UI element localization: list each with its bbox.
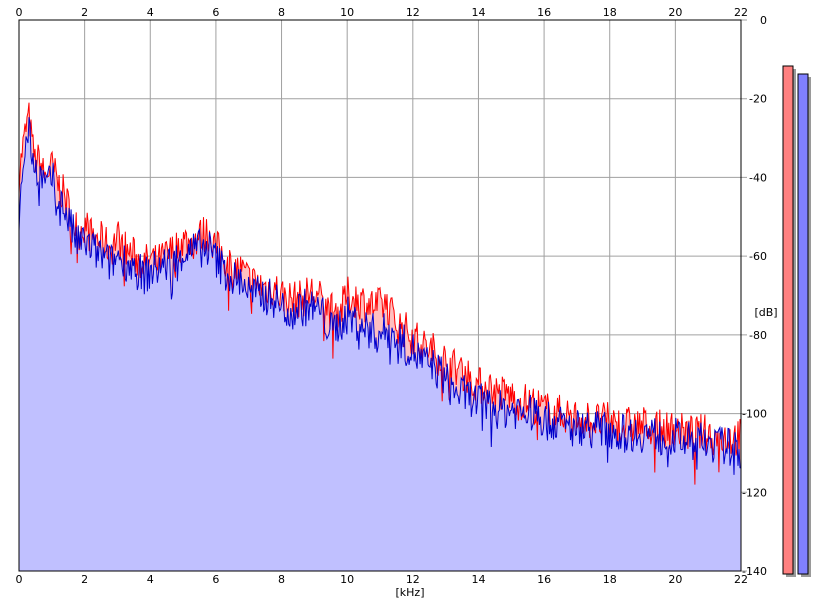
y-axis-label: [dB]: [754, 306, 777, 319]
spectrum-line-1: [18, 117, 742, 475]
y-tick-4: -80: [749, 329, 767, 342]
x-tick-top-6: 12: [406, 6, 420, 19]
x-tick-bottom-0: 0: [16, 573, 23, 586]
x-tick-top-2: 4: [147, 6, 154, 19]
y-ticks: 0 -20 -40 -60 -80 -100 -120 -140: [742, 14, 767, 578]
plot-frame: [18, 19, 742, 572]
x-tick-top-1: 2: [81, 6, 88, 19]
y-tick-7: -140: [742, 565, 767, 578]
x-tick-top-11: 22: [734, 6, 748, 19]
x-axis-label: [kHz]: [396, 586, 425, 599]
x-tick-bottom-4: 8: [278, 573, 285, 586]
x-tick-bottom-11: 22: [734, 573, 748, 586]
x-tick-top-0: 0: [16, 6, 23, 19]
y-tick-1: -20: [749, 93, 767, 106]
y-tick-2: -40: [749, 171, 767, 184]
level-meters: [782, 65, 811, 577]
y-tick-6: -120: [742, 486, 767, 499]
x-tick-top-8: 16: [537, 6, 551, 19]
x-tick-bottom-8: 16: [537, 573, 551, 586]
x-tick-bottom-2: 4: [147, 573, 154, 586]
x-tick-bottom-1: 2: [81, 573, 88, 586]
x-tick-top-7: 14: [471, 6, 485, 19]
level-meter-0: [782, 65, 794, 575]
x-tick-bottom-3: 6: [212, 573, 219, 586]
x-tick-bottom-10: 20: [668, 573, 682, 586]
y-tick-0: 0: [760, 14, 767, 27]
x-tick-top-4: 8: [278, 6, 285, 19]
x-tick-top-5: 10: [340, 6, 354, 19]
y-tick-3: -60: [749, 250, 767, 263]
x-ticks-top: 0 2 4 6 8 10 12 14 16 18 20 22: [16, 6, 749, 19]
x-tick-top-10: 20: [668, 6, 682, 19]
x-tick-bottom-9: 18: [603, 573, 617, 586]
x-tick-bottom-5: 10: [340, 573, 354, 586]
x-tick-top-9: 18: [603, 6, 617, 19]
x-tick-bottom-7: 14: [471, 573, 485, 586]
spectrum-lines: [18, 102, 742, 485]
y-tick-5: -100: [742, 408, 767, 421]
x-tick-bottom-6: 12: [406, 573, 420, 586]
level-meter-1: [797, 73, 809, 575]
x-ticks-bottom: 0 2 4 6 8 10 12 14 16 18 20 22: [16, 573, 749, 586]
x-tick-top-3: 6: [212, 6, 219, 19]
